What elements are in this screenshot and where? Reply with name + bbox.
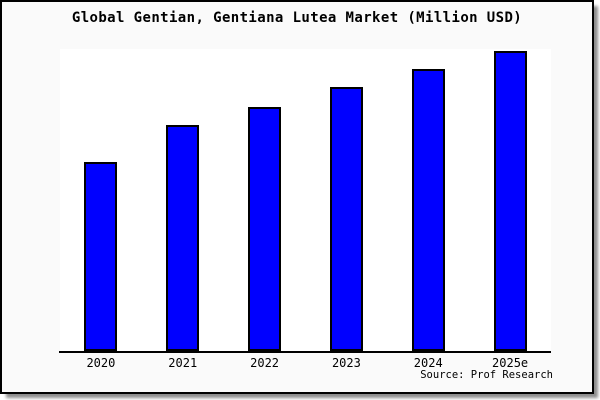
bar-2023: [330, 87, 363, 351]
x-tick-label-2024: 2024: [413, 356, 443, 370]
plot-area: [60, 49, 551, 351]
bar-2022: [248, 107, 281, 351]
bar-2020: [84, 162, 117, 351]
x-tick-label-2020: 2020: [86, 356, 116, 370]
x-tick-label-2025e: 2025e: [492, 356, 529, 370]
x-tick-label-2023: 2023: [331, 356, 361, 370]
chart-title: Global Gentian, Gentiana Lutea Market (M…: [71, 10, 523, 26]
bar-2021: [166, 125, 199, 351]
x-axis-labels: 2020 2021 2022 2023 2024 2025e: [60, 356, 551, 371]
bar-2025e: [494, 51, 527, 351]
chart-frame: Global Gentian, Gentiana Lutea Market (M…: [0, 0, 594, 394]
x-axis-line: [59, 351, 551, 353]
x-tick-label-2022: 2022: [250, 356, 280, 370]
source-credit: Source: Prof Research: [420, 369, 553, 381]
bar-2024: [412, 69, 445, 351]
x-tick-label-2021: 2021: [168, 356, 198, 370]
